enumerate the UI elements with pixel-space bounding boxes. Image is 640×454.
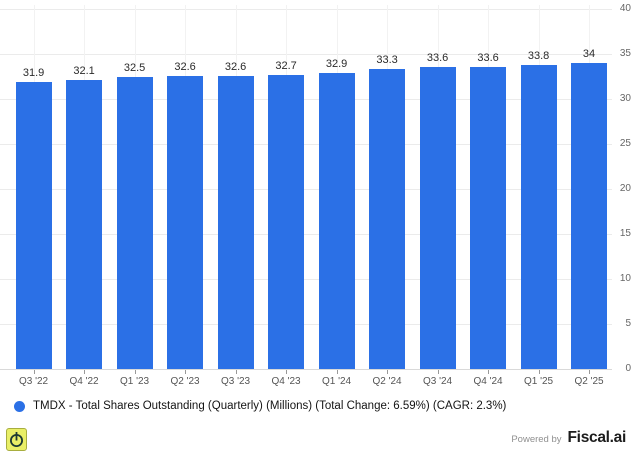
bar-value-label: 32.6 [174,60,196,73]
y-axis-label: 10 [619,273,631,284]
y-axis-label: 30 [619,93,631,104]
x-axis-label: Q3 '24 [422,376,453,387]
bar[interactable] [520,64,557,369]
bar-value-label: 32.1 [73,65,95,78]
x-axis-tick [185,369,187,374]
x-axis-tick [286,369,288,374]
y-axis-label: 40 [619,3,631,14]
bar-value-label: 32.9 [325,57,348,70]
power-icon[interactable] [6,428,27,451]
gridline-h [0,99,612,100]
bar-value-label: 32.5 [123,61,146,74]
powered-by-footer[interactable]: Powered by Fiscal.ai [511,429,626,447]
gridline-h [0,279,612,280]
bar[interactable] [419,66,456,369]
x-axis-tick [235,369,237,374]
bar-value-label: 32.7 [275,59,297,72]
x-axis-tick [589,369,591,374]
x-axis-line [0,369,612,370]
x-axis-label: Q1 '25 [523,376,554,387]
x-axis-tick [538,369,540,374]
x-axis-tick [387,369,389,374]
bar-value-label: 33.8 [527,49,550,62]
x-axis-label: Q4 '22 [69,376,99,387]
bar[interactable] [167,75,204,369]
bar[interactable] [571,63,608,369]
x-axis-tick [33,369,35,374]
bar[interactable] [470,66,507,369]
x-axis-label: Q4 '24 [473,376,503,387]
powered-by-text: Powered by [511,434,562,445]
x-axis-tick [488,369,490,374]
gridline-h [0,234,612,235]
brand-logo: Fiscal.ai [567,429,627,446]
gridline-h [0,54,612,55]
legend-marker-circle-icon [14,400,25,412]
bar-value-label: 32.6 [224,60,247,73]
bar[interactable] [116,76,153,369]
gridline-h [0,189,612,190]
gridline-h [0,9,612,10]
x-axis-label: Q4 '23 [271,376,301,387]
y-axis-label: 0 [625,363,631,374]
x-axis-tick [84,369,86,374]
bar[interactable] [217,75,254,369]
bar[interactable] [15,81,52,369]
plot-area: 0 5 10 15 20 25 30 35 40 31.9 Q3 '22 32.1 Q4 '22 32.5… [0,3,631,387]
y-axis-label: 5 [625,318,631,329]
x-axis-tick [437,369,439,374]
gridline-h [0,144,612,145]
x-axis-tick [336,369,338,374]
legend-label: TMDX - Total Shares Outstanding (Quarter… [33,400,507,412]
bar-value-label: 34 [582,48,596,60]
power-icon-glyph [10,432,23,447]
x-axis-tick [134,369,136,374]
x-axis-label: Q3 '23 [220,376,251,387]
bar[interactable] [66,80,103,369]
bar[interactable] [268,74,305,369]
bar-value-label: 33.6 [477,51,499,64]
x-axis-label: Q2 '24 [372,376,402,387]
bar-value-label: 33.3 [376,54,398,67]
x-axis-label: Q2 '23 [170,376,200,387]
bar[interactable] [369,69,406,369]
bar-value-label: 31.9 [22,66,45,79]
x-axis-label: Q1 '23 [119,376,150,387]
bar[interactable] [318,72,355,369]
x-axis-label: Q2 '25 [574,376,604,387]
y-axis-label: 35 [619,48,631,59]
y-axis-label: 25 [619,138,631,149]
bar-value-label: 33.6 [426,51,449,64]
y-axis-label: 15 [619,228,631,239]
legend-item[interactable]: TMDX - Total Shares Outstanding (Quarter… [14,400,506,412]
x-axis-label: Q1 '24 [321,376,352,387]
y-axis-label: 20 [619,183,631,194]
gridline-h [0,324,612,325]
x-axis-label: Q3 '22 [18,376,49,387]
